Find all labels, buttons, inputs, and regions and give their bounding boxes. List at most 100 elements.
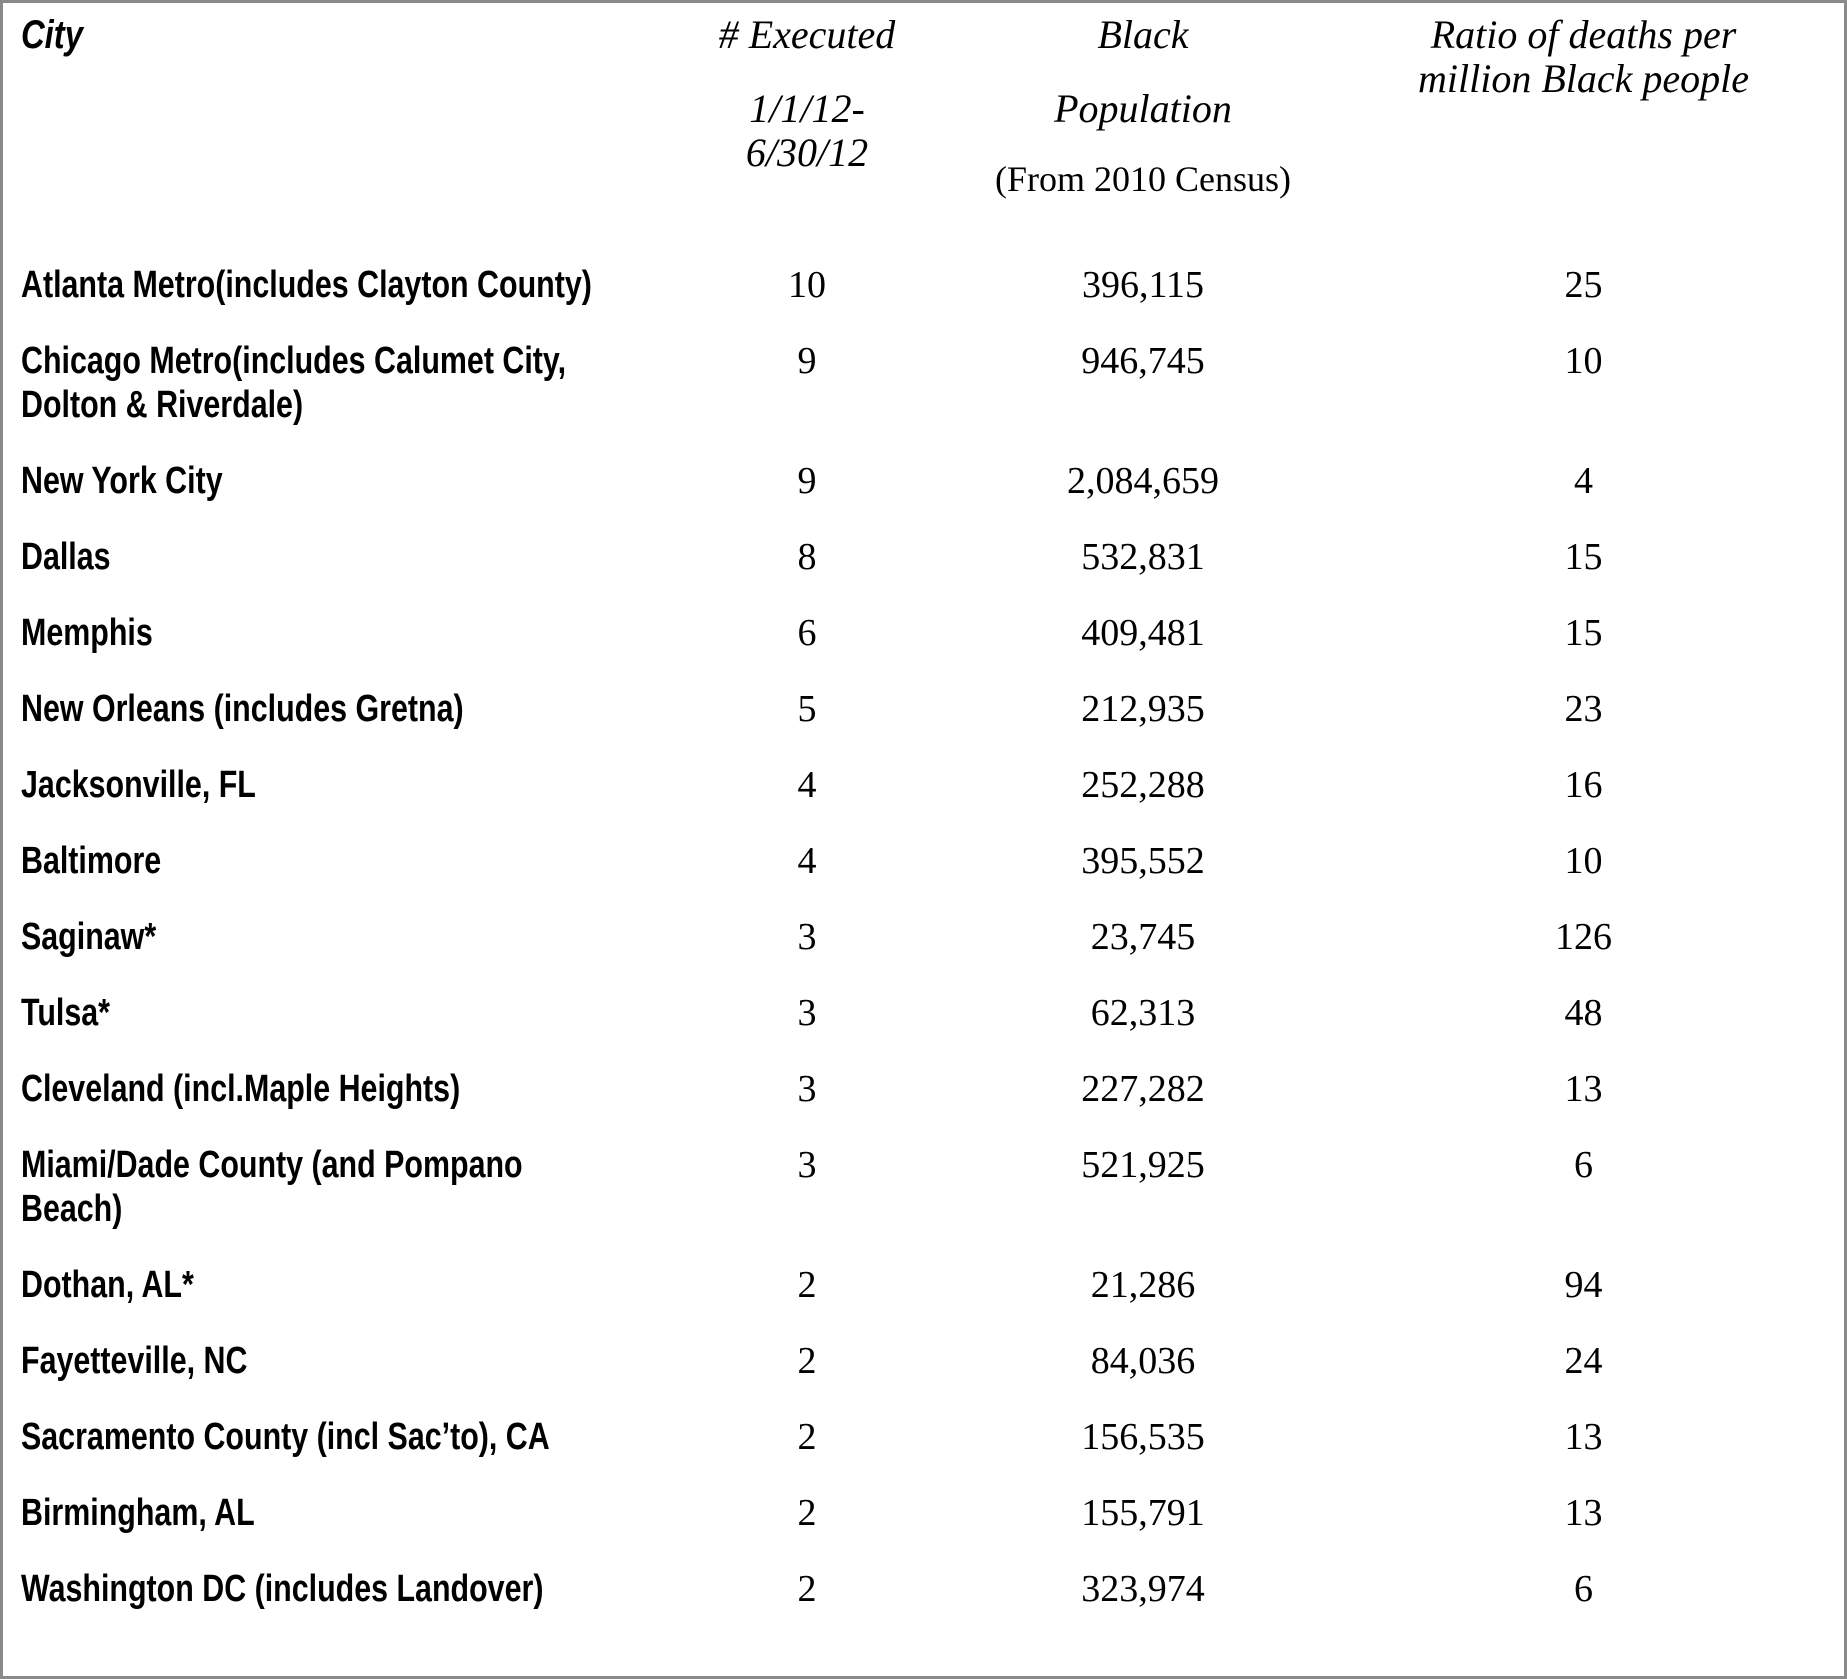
deaths-ratio: 10 xyxy=(1564,340,1603,382)
city-name: Cleveland (incl.Maple Heights) xyxy=(21,1068,461,1110)
deaths-ratio: 6 xyxy=(1574,1144,1593,1186)
executed-count: 2 xyxy=(797,1340,817,1382)
city-cell: Atlanta Metro(includes Clayton County) xyxy=(3,249,621,325)
deaths-ratio: 13 xyxy=(1564,1492,1603,1534)
city-cell: Miami/Dade County (and Pompano Beach) xyxy=(3,1129,621,1249)
deaths-ratio: 48 xyxy=(1564,992,1603,1034)
table-row: Dallas 8 532,831 15 xyxy=(3,521,1844,597)
city-cell: Cleveland (incl.Maple Heights) xyxy=(3,1053,621,1129)
executed-period-line2: 6/30/12 xyxy=(745,130,869,175)
deaths-ratio: 6 xyxy=(1574,1568,1593,1610)
city-name: Dallas xyxy=(21,536,111,578)
city-name: Jacksonville, FL xyxy=(21,764,256,806)
deaths-ratio: 23 xyxy=(1564,688,1603,730)
city-cell: New York City xyxy=(3,445,621,521)
deaths-ratio: 4 xyxy=(1574,460,1593,502)
city-name: Saginaw* xyxy=(21,916,157,958)
deaths-ratio: 13 xyxy=(1564,1068,1603,1110)
executed-count: 5 xyxy=(797,688,817,730)
executed-count: 4 xyxy=(797,764,817,806)
table-row: Fayetteville, NC 2 84,036 24 xyxy=(3,1325,1844,1401)
city-name: Baltimore xyxy=(21,840,162,882)
city-cell: Fayetteville, NC xyxy=(3,1325,621,1401)
executed-count: 4 xyxy=(797,840,817,882)
city-name: New Orleans (includes Gretna) xyxy=(21,688,464,730)
deaths-ratio: 94 xyxy=(1564,1264,1603,1306)
table-row: Birmingham, AL 2 155,791 13 xyxy=(3,1477,1844,1553)
deaths-ratio: 16 xyxy=(1564,764,1603,806)
deaths-ratio: 15 xyxy=(1564,612,1603,654)
city-name: Miami/Dade County (and Pompano Beach) xyxy=(21,1144,523,1230)
executed-count: 3 xyxy=(797,1144,817,1186)
executed-count: 2 xyxy=(797,1492,817,1534)
executed-header-label: # Executed xyxy=(718,12,896,57)
table-row: Memphis 6 409,481 15 xyxy=(3,597,1844,673)
city-name: Washington DC (includes Landover) xyxy=(21,1568,544,1610)
executed-count: 8 xyxy=(797,536,817,578)
ratio-header-line2: million Black people xyxy=(1417,56,1749,101)
city-name: Dothan, AL* xyxy=(21,1264,194,1306)
city-name: Tulsa* xyxy=(21,992,110,1034)
black-population: 84,036 xyxy=(1090,1340,1196,1382)
population-header-line2: Population xyxy=(1054,86,1232,131)
deaths-ratio: 25 xyxy=(1564,264,1603,306)
black-population: 23,745 xyxy=(1090,916,1196,958)
city-name: Birmingham, AL xyxy=(21,1492,255,1534)
black-population: 409,481 xyxy=(1081,612,1205,654)
population-census-note: (From 2010 Census) xyxy=(995,159,1291,199)
table-row: New York City 9 2,084,659 4 xyxy=(3,445,1844,521)
executed-count: 3 xyxy=(797,1068,817,1110)
ratio-header-line1: Ratio of deaths per xyxy=(1430,12,1737,57)
deaths-ratio: 15 xyxy=(1564,536,1603,578)
executed-count: 9 xyxy=(797,460,817,502)
executed-count: 2 xyxy=(797,1568,817,1610)
city-cell: Jacksonville, FL xyxy=(3,749,621,825)
header-row: City # Executed 1/1/12- 6/30/12 Black Po… xyxy=(3,3,1844,249)
executions-by-city-table: City # Executed 1/1/12- 6/30/12 Black Po… xyxy=(3,3,1844,1629)
table-row: Baltimore 4 395,552 10 xyxy=(3,825,1844,901)
black-population: 395,552 xyxy=(1081,840,1205,882)
executed-period-line1: 1/1/12- xyxy=(749,86,865,131)
population-header-line1: Black xyxy=(1097,12,1189,57)
table-row: Saginaw* 3 23,745 126 xyxy=(3,901,1844,977)
city-name: Atlanta Metro(includes Clayton County) xyxy=(21,264,592,306)
table-row: Cleveland (incl.Maple Heights) 3 227,282… xyxy=(3,1053,1844,1129)
black-population: 532,831 xyxy=(1081,536,1205,578)
table-row: Miami/Dade County (and Pompano Beach) 3 … xyxy=(3,1129,1844,1249)
black-population: 62,313 xyxy=(1090,992,1196,1034)
black-population: 396,115 xyxy=(1081,264,1205,306)
city-cell: Memphis xyxy=(3,597,621,673)
city-cell: Dallas xyxy=(3,521,621,597)
city-name: New York City xyxy=(21,460,223,502)
city-cell: Birmingham, AL xyxy=(3,1477,621,1553)
deaths-ratio: 10 xyxy=(1564,840,1603,882)
black-population: 946,745 xyxy=(1081,340,1205,382)
table-row: Washington DC (includes Landover) 2 323,… xyxy=(3,1553,1844,1629)
black-population: 323,974 xyxy=(1081,1568,1205,1610)
deaths-ratio: 13 xyxy=(1564,1416,1603,1458)
black-population: 2,084,659 xyxy=(1067,460,1219,502)
executed-count: 6 xyxy=(797,612,817,654)
executed-count: 3 xyxy=(797,992,817,1034)
executed-count: 3 xyxy=(797,916,817,958)
deaths-ratio: 126 xyxy=(1555,916,1612,958)
city-cell: Baltimore xyxy=(3,825,621,901)
city-cell: Washington DC (includes Landover) xyxy=(3,1553,621,1629)
black-population: 252,288 xyxy=(1081,764,1205,806)
column-header-executed: # Executed 1/1/12- 6/30/12 xyxy=(621,3,993,249)
city-name: Chicago Metro(includes Calumet City, Dol… xyxy=(21,340,567,426)
table-row: Atlanta Metro(includes Clayton County) 1… xyxy=(3,249,1844,325)
city-cell: New Orleans (includes Gretna) xyxy=(3,673,621,749)
deaths-ratio: 24 xyxy=(1564,1340,1603,1382)
table-row: Jacksonville, FL 4 252,288 16 xyxy=(3,749,1844,825)
table-header: City # Executed 1/1/12- 6/30/12 Black Po… xyxy=(3,3,1844,249)
black-population: 156,535 xyxy=(1081,1416,1205,1458)
black-population: 21,286 xyxy=(1090,1264,1196,1306)
executed-count: 9 xyxy=(797,340,817,382)
city-name: Memphis xyxy=(21,612,153,654)
city-cell: Sacramento County (incl Sac’to), CA xyxy=(3,1401,621,1477)
city-cell: Dothan, AL* xyxy=(3,1249,621,1325)
city-cell: Tulsa* xyxy=(3,977,621,1053)
table-body: Atlanta Metro(includes Clayton County) 1… xyxy=(3,249,1844,1629)
